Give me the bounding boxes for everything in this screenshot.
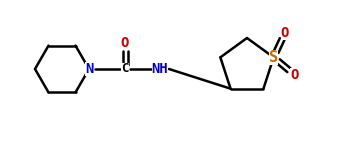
Text: O: O: [281, 26, 289, 40]
Text: NH: NH: [152, 62, 168, 76]
Text: O: O: [121, 36, 129, 50]
Text: N: N: [85, 62, 93, 76]
Text: C: C: [121, 62, 129, 75]
Text: O: O: [290, 68, 299, 82]
Text: S: S: [269, 50, 278, 65]
